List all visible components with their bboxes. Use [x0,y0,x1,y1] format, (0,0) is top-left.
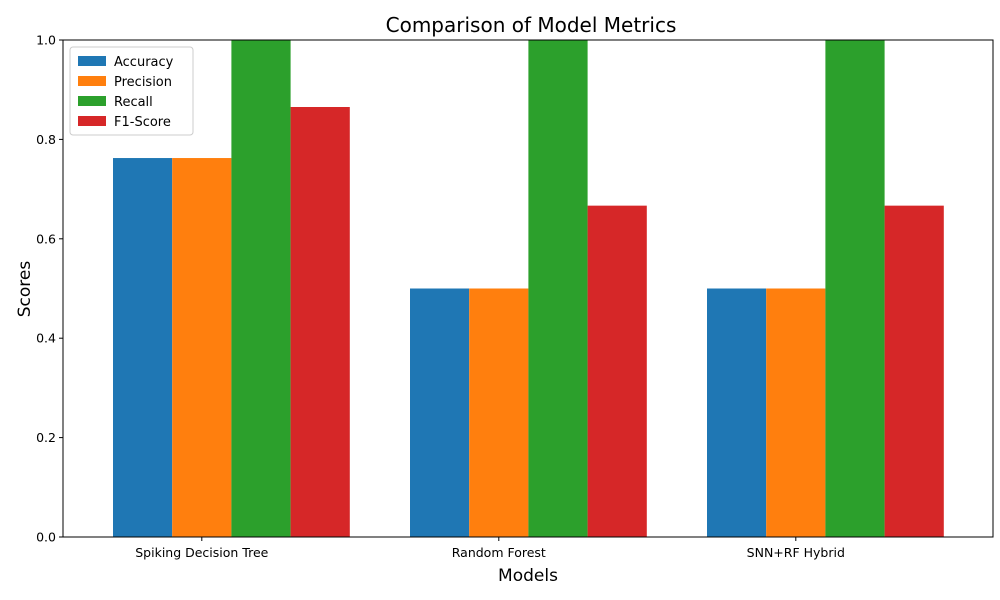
x-tick-label: Spiking Decision Tree [135,545,268,560]
legend-swatch [78,76,106,86]
legend-entry-accuracy: Accuracy [114,55,174,70]
x-tick-label: Random Forest [452,545,546,560]
y-tick-label: 0.6 [36,231,56,246]
bar-recall-3 [825,40,885,537]
x-tick-label: SNN+RF Hybrid [747,545,845,560]
x-axis-label: Models [498,566,558,586]
legend-entry-recall: Recall [114,95,153,110]
bar-accuracy-3 [707,288,767,537]
legend-swatch [78,116,106,126]
legend-swatch [78,56,106,66]
bar-f1-score-3 [884,205,944,537]
bar-accuracy-2 [410,288,470,537]
chart-title: Comparison of Model Metrics [386,13,677,37]
x-axis: Spiking Decision Tree Random Forest SNN+RF… [135,537,845,560]
y-tick-label: 0.2 [36,430,56,445]
y-tick-label: 1.0 [36,33,56,48]
bar-precision-1 [172,158,232,538]
legend-entry-precision: Precision [114,75,172,90]
y-tick-label: 0.4 [36,331,56,346]
legend-entry-f1-score: F1-Score [114,115,171,130]
y-axis-label: Scores [15,261,35,318]
bar-precision-2 [469,288,529,537]
legend-swatch [78,96,106,106]
bar-accuracy-1 [113,158,173,538]
bar-recall-2 [528,40,588,537]
y-tick-label: 0.0 [36,530,56,545]
bars-group [113,40,944,538]
y-axis: 0.0 0.2 0.4 0.6 0.8 1.0 [36,33,63,545]
legend: Accuracy Precision Recall F1-Score [69,46,194,136]
bar-f1-score-2 [587,205,647,537]
legend-box [69,46,194,136]
plot-frame [62,39,994,538]
bar-precision-3 [766,288,826,537]
bar-recall-1 [231,40,291,537]
bar-f1-score-1 [290,107,350,537]
y-tick-label: 0.8 [36,132,56,147]
